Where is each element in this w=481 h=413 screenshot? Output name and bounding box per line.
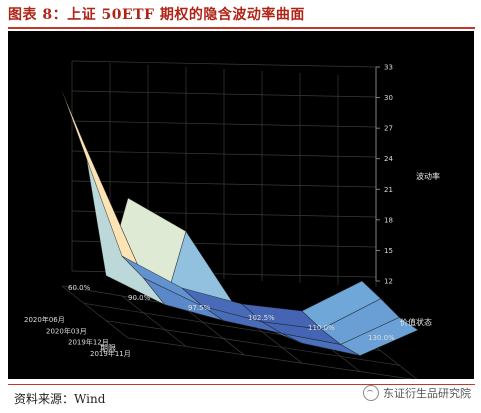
footer-rule xyxy=(8,384,475,385)
moneyness-tick-label: 102.5% xyxy=(248,314,275,322)
moneyness-axis-title: 价值状态 xyxy=(400,317,432,327)
z-tick-label: 21 xyxy=(384,186,393,194)
surface-chart-svg: 12 15 18 21 24 27 30 33 波动率 60.0% 90.0% 97.5% 102.5%… xyxy=(24,60,440,379)
title-rule xyxy=(8,27,475,29)
maturity-tick-label: 2019年11月 xyxy=(90,349,131,358)
moneyness-tick-label: 130.0% xyxy=(368,334,395,342)
wechat-icon xyxy=(363,385,379,401)
source-note: 资料来源：Wind xyxy=(14,392,106,406)
maturity-tick-label: 2020年03月 xyxy=(46,326,87,335)
z-tick-label: 12 xyxy=(384,278,393,286)
moneyness-tick-label: 90.0% xyxy=(128,294,151,302)
surface-plot: 12 15 18 21 24 27 30 33 波动率 60.0% 90.0% 97.5% 102.5%… xyxy=(8,31,474,379)
maturity-axis-title: 期限 xyxy=(100,344,116,353)
z-tick-label: 15 xyxy=(384,247,393,255)
surface-patch xyxy=(301,280,382,330)
maturity-tick-label: 2019年12月 xyxy=(68,338,109,347)
z-tick-label: 33 xyxy=(384,64,393,72)
moneyness-tick-label: 110.0% xyxy=(308,324,335,332)
vol-surface xyxy=(61,90,419,356)
z-axis-title: 波动率 xyxy=(416,171,440,181)
z-tick-label: 27 xyxy=(384,125,393,133)
maturity-tick-label: 2020年06月 xyxy=(24,315,65,324)
watermark: 东证衍生品研究院 xyxy=(363,385,471,401)
moneyness-tick-label: 60.0% xyxy=(68,284,91,292)
z-tick-label: 30 xyxy=(384,94,393,102)
z-tick-label: 18 xyxy=(384,216,393,224)
axis-ticks: 12 15 18 21 24 27 30 33 波动率 60.0% 90.0% 97.5% 102.5%… xyxy=(24,64,440,359)
z-tick-label: 24 xyxy=(384,155,393,163)
chart-title: 图表 8：上证 50ETF 期权的隐含波动率曲面 xyxy=(8,7,305,23)
watermark-text: 东证衍生品研究院 xyxy=(383,387,471,400)
moneyness-tick-label: 97.5% xyxy=(188,304,211,312)
